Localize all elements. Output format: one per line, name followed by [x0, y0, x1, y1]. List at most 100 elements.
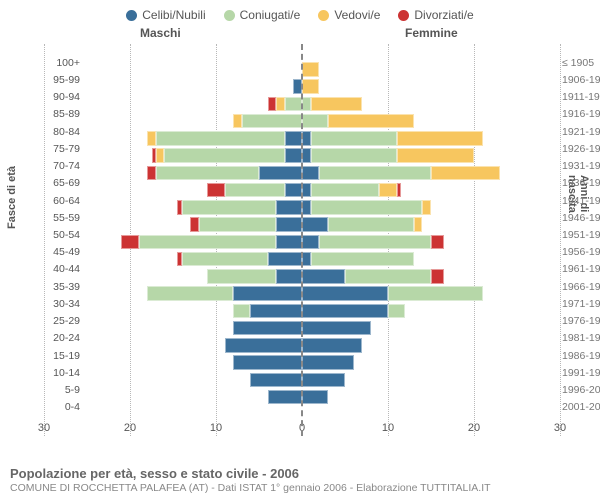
- bar-female: [311, 200, 423, 215]
- bar-male: [285, 183, 302, 198]
- xlabel: 10: [382, 422, 394, 434]
- bar-female: [302, 235, 319, 250]
- ylabel-age: 45-49: [40, 246, 80, 258]
- bar-male: [156, 131, 285, 146]
- ylabel-age: 60-64: [40, 195, 80, 207]
- ylabel-age: 95-99: [40, 74, 80, 86]
- ylabel-age: 30-34: [40, 298, 80, 310]
- ylabel-age: 40-44: [40, 263, 80, 275]
- bar-male: [268, 252, 302, 267]
- bar-male: [164, 148, 284, 163]
- xlabel: 30: [38, 422, 50, 434]
- bar-male: [182, 200, 277, 215]
- bar-female: [302, 304, 388, 319]
- ylabel-age: 0-4: [40, 401, 80, 413]
- ylabel-birth: 1921-1925: [562, 126, 600, 138]
- legend-item: Vedovi/e: [318, 8, 380, 22]
- ylabel-age: 5-9: [40, 384, 80, 396]
- bar-female: [311, 97, 363, 112]
- ylabel-age: 25-29: [40, 315, 80, 327]
- bar-male: [147, 131, 156, 146]
- legend-swatch: [126, 10, 137, 21]
- bar-female: [302, 166, 319, 181]
- bar-female: [302, 321, 371, 336]
- bar-female: [302, 252, 311, 267]
- midline: [301, 44, 303, 436]
- xlabel: 20: [124, 422, 136, 434]
- bar-female: [328, 114, 414, 129]
- bar-male: [207, 183, 224, 198]
- legend: Celibi/Nubili Coniugati/e Vedovi/e Divorzia…: [0, 0, 600, 26]
- bar-female: [397, 131, 483, 146]
- bar-male: [276, 97, 285, 112]
- ylabel-birth: 1951-1955: [562, 229, 600, 241]
- ylabel-birth: 1946-1950: [562, 212, 600, 224]
- header-female: Femmine: [405, 26, 458, 40]
- chart-subtitle: COMUNE DI ROCCHETTA PALAFEA (AT) - Dati …: [10, 482, 590, 494]
- bar-female: [302, 114, 328, 129]
- ylabel-age: 70-74: [40, 160, 80, 172]
- ylabel-birth: 1926-1930: [562, 143, 600, 155]
- bar-female: [302, 355, 354, 370]
- bar-female: [319, 235, 431, 250]
- ylabel-birth: 1986-1990: [562, 350, 600, 362]
- bar-male: [182, 252, 268, 267]
- ylabel-birth: 1931-1935: [562, 160, 600, 172]
- ylabel-age: 65-69: [40, 177, 80, 189]
- bar-female: [302, 286, 388, 301]
- ylabel-birth: 1906-1910: [562, 74, 600, 86]
- bar-male: [152, 148, 156, 163]
- bar-female: [388, 304, 405, 319]
- bar-male: [242, 114, 302, 129]
- bar-female: [431, 166, 500, 181]
- ylabel-birth: 2001-2005: [562, 401, 600, 413]
- bar-female: [302, 183, 311, 198]
- bar-male: [177, 252, 181, 267]
- bar-female: [302, 269, 345, 284]
- ylabel-age: 55-59: [40, 212, 80, 224]
- legend-label: Celibi/Nubili: [142, 8, 205, 22]
- axis-title-left: Fasce di età: [6, 166, 18, 229]
- bar-male: [276, 217, 302, 232]
- bar-female: [302, 148, 311, 163]
- caption: Popolazione per età, sesso e stato civil…: [10, 466, 590, 494]
- bar-male: [250, 373, 302, 388]
- bar-male: [233, 321, 302, 336]
- bar-female: [302, 97, 311, 112]
- bar-female: [302, 338, 362, 353]
- xlabel: 10: [210, 422, 222, 434]
- legend-item: Celibi/Nubili: [126, 8, 205, 22]
- ylabel-birth: 1981-1985: [562, 332, 600, 344]
- ylabel-birth: 1911-1915: [562, 91, 600, 103]
- bar-male: [285, 148, 302, 163]
- bar-female: [302, 79, 319, 94]
- bar-male: [156, 166, 259, 181]
- ylabel-age: 80-84: [40, 126, 80, 138]
- ylabel-age: 100+: [40, 57, 80, 69]
- ylabel-age: 35-39: [40, 281, 80, 293]
- bar-male: [276, 269, 302, 284]
- bar-female: [302, 131, 311, 146]
- bar-female: [319, 166, 431, 181]
- legend-item: Coniugati/e: [224, 8, 301, 22]
- bar-female: [388, 286, 483, 301]
- ylabel-birth: 1941-1945: [562, 195, 600, 207]
- bar-male: [285, 97, 302, 112]
- bar-male: [139, 235, 277, 250]
- ylabel-age: 10-14: [40, 367, 80, 379]
- ylabel-birth: 1971-1975: [562, 298, 600, 310]
- ylabel-age: 90-94: [40, 91, 80, 103]
- bar-male: [156, 148, 165, 163]
- bar-male: [225, 338, 302, 353]
- bar-male: [121, 235, 138, 250]
- bar-female: [422, 200, 431, 215]
- bar-female: [311, 252, 414, 267]
- bar-female: [302, 390, 328, 405]
- legend-label: Divorziati/e: [414, 8, 473, 22]
- bar-male: [285, 131, 302, 146]
- bar-male: [259, 166, 302, 181]
- bar-male: [233, 304, 250, 319]
- bar-female: [302, 217, 328, 232]
- legend-item: Divorziati/e: [398, 8, 473, 22]
- ylabel-age: 15-19: [40, 350, 80, 362]
